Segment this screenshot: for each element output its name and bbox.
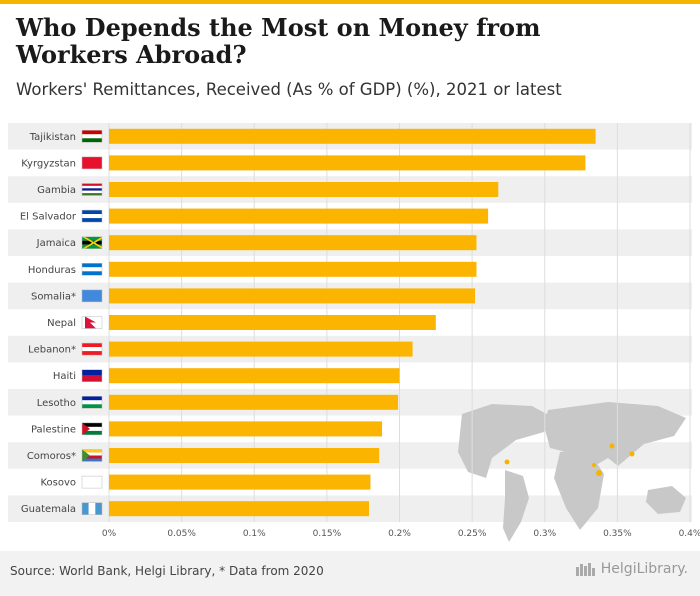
flag-icon [81, 396, 103, 409]
bar [109, 155, 586, 171]
bar [109, 341, 413, 357]
bar [109, 261, 477, 277]
flag-icon [81, 289, 103, 303]
bar [109, 288, 476, 304]
brand-name: HelgiLibrary. [600, 561, 688, 577]
flag-icon [81, 342, 103, 356]
category-label: El Salvador [20, 212, 77, 223]
category-label: Lesotho [37, 398, 76, 409]
chart-subtitle: Workers' Remittances, Received (As % of … [16, 80, 562, 99]
flag-icon [81, 263, 103, 276]
flag-icon [81, 316, 103, 329]
brand-logo: HelgiLibrary. [575, 561, 688, 577]
bar [109, 315, 436, 330]
x-tick-label: 0.2% [388, 529, 411, 539]
source-note: Source: World Bank, Helgi Library, * Dat… [10, 564, 324, 578]
flag-icon [81, 183, 103, 196]
x-tick-label: 0.3% [533, 529, 556, 539]
flag-icon [81, 475, 103, 489]
x-tick-label: 0.25% [458, 529, 487, 539]
flag-icon [81, 236, 103, 249]
category-label: Jamaica [36, 238, 76, 249]
category-label: Kosovo [40, 478, 76, 489]
bar [109, 128, 596, 144]
x-tick-label: 0.15% [313, 529, 342, 539]
footer-band [0, 551, 700, 596]
top-accent-bar [0, 0, 700, 4]
category-label: Guatemala [21, 504, 76, 515]
bar [109, 208, 489, 224]
chart-title: Who Depends the Most on Money from Worke… [16, 13, 541, 69]
bar [109, 182, 499, 197]
library-icon [575, 563, 595, 576]
world-map-watermark [458, 402, 686, 542]
flag-icon [81, 422, 103, 436]
category-label: Gambia [37, 185, 76, 196]
bar [109, 235, 477, 251]
bar [109, 421, 383, 437]
category-label: Lebanon* [28, 345, 76, 356]
category-label: Nepal [47, 318, 76, 329]
bar [109, 501, 369, 517]
x-axis-ticks: 0% 0.05% 0.1% 0.15% 0.2% 0.25% 0.3% 0.35% 0.4% [102, 529, 700, 539]
category-label: Kyrgyzstan [21, 158, 76, 169]
category-label: Tajikistan [29, 132, 76, 143]
flag-icon [81, 369, 103, 382]
x-tick-label: 0.05% [167, 529, 196, 539]
bar [109, 448, 380, 463]
bar-chart: Tajikistan Kyrgyzstan Gambia El Salvador Jam… [8, 123, 700, 542]
x-tick-label: 0.4% [679, 529, 700, 539]
flag-icon [81, 449, 103, 462]
flag-icon [81, 130, 103, 143]
category-label: Palestine [31, 424, 76, 435]
category-label: Somalia* [31, 291, 76, 302]
x-tick-label: 0.35% [603, 529, 632, 539]
bars [109, 128, 596, 517]
x-tick-label: 0.1% [243, 529, 266, 539]
x-tick-label: 0% [102, 529, 117, 539]
category-label: Honduras [28, 265, 76, 276]
bar [109, 368, 400, 384]
bar [109, 394, 399, 410]
flag-icon [81, 209, 103, 223]
category-labels: Tajikistan Kyrgyzstan Gambia El Salvador Jam… [20, 132, 77, 515]
bar [109, 474, 371, 490]
category-label: Haiti [53, 371, 76, 382]
flags [81, 130, 103, 515]
flag-icon [81, 156, 103, 170]
flag-icon [81, 502, 103, 515]
category-label: Comoros* [27, 451, 76, 462]
